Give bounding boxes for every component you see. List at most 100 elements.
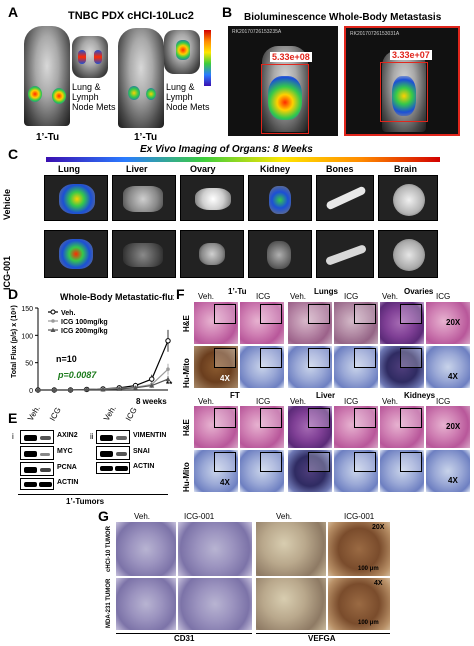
f-group-lungs: Lungs [314,287,338,296]
row-label-icg001: ICG-001 [2,255,12,290]
metastatic-flux-chart: Whole-Body Metastatic-flux Total Flux (p… [11,292,174,406]
panel-f-label: F [176,286,185,302]
organ-icg-ovary [180,230,244,278]
mouse-thorax-image-1 [72,36,108,78]
f-kidneys-icg-humito: 4X [426,450,470,492]
blot-snai [96,446,130,460]
blot-axin2 [20,430,54,444]
blot-label-vimentin: VIMENTIN [133,432,167,439]
g-col-veh-2: Veh. [276,512,293,521]
chart-point [51,387,57,392]
chart-series-line-0 [38,340,169,391]
chart-legend-label: ICG 100mg/kg [61,319,108,326]
significance-marker: ** [166,380,173,389]
organ-vehicle-lung [44,175,108,221]
organ-label-kidney: Kidney [260,164,291,174]
organ-vehicle-brain [378,175,438,221]
chart-point [68,387,73,392]
panel-a-label: A [8,4,19,20]
organ-icg-bones [316,230,374,278]
f-1tu-veh-he [194,302,238,344]
f-ovaries-icg-humito: 4X [426,346,470,388]
chart-point [100,386,106,392]
organ-icg-brain [378,230,438,278]
chart-point [116,386,122,391]
chart-x-axis-label: 8 weeks [136,397,167,406]
mouse-thorax-image-2 [164,30,200,74]
blot-label-actin-ii: ACTIN [133,463,155,470]
chart-y-axis-label: Total Flux (p/s) x (10⁸) [11,305,18,378]
blot-vimentin [96,430,130,444]
chart-title: Whole-Body Metastatic-flux [60,292,174,302]
f-group-1tu: 1’-Tu [228,287,247,296]
f-row-humito-top: Hu-Mito [182,358,191,388]
tumor-signal-right [52,88,66,104]
chart-point [149,383,155,388]
organ-vehicle-bones [316,175,374,221]
f-1tu-icg-humito [240,346,284,388]
f-liver-icg-he [334,406,378,448]
panel-c-title: Ex Vivo Imaging of Organs: 8 Weeks [140,144,313,155]
row-label-vehicle: Vehicle [2,188,12,220]
f-lungs-icg-humito [334,346,378,388]
chart-legend-label: ICG 200mg/kg [61,328,108,335]
g-mda231-veh-vefga [256,578,326,630]
g-row-chci10: cHCI-10 TUMOR [106,525,112,572]
blot-label-pcna: PCNA [57,464,77,471]
blot-actin-ii [96,462,130,474]
g-marker-vefga: VEFGA [308,634,336,643]
g-chci10-icg-vefga: 20X 100 μm [328,522,390,576]
panel-b-title: Bioluminescence Whole-Body Metastasis [244,12,442,23]
g-col-icg-1: ICG-001 [184,512,215,521]
f-liver-veh-he [288,406,332,448]
chart-legend-marker [50,327,56,332]
g-mda231-icg-vefga: 4X 100 μm [328,578,390,630]
panel-e-label: E [8,410,18,426]
p-value-note: p=0.0087 [58,370,97,380]
blot-label-axin2: AXIN2 [57,432,78,439]
chart-legend-marker [51,319,55,323]
bli-value-vehicle: 5.33e+08 [270,52,312,62]
f-ft-icg-he [240,406,284,448]
g-mda231-veh-cd31 [116,578,176,630]
f-row-humito-bottom: Hu-Mito [182,462,191,492]
f-top-col-icg-1: ICG [256,292,271,301]
chart-y-tick-label: 0 [29,388,33,395]
f-liver-icg-humito [334,450,378,492]
mouse-image-1 [24,26,70,126]
bli-image-vehicle: RK20170726153235A 5.33e+08 [228,26,338,136]
organ-icg-liver [112,230,176,278]
bli-image-treated: RK20170726153031A 3.33e+07 [344,26,460,136]
blot-footer-label: 1’-Tumors [66,497,105,506]
chart-y-tick-label: 50 [25,361,33,368]
organ-label-ovary: Ovary [190,164,216,174]
organ-label-brain: Brain [394,164,418,174]
tumor-label-1: 1’-Tu [36,132,60,143]
f-ft-veh-humito: 4X [194,450,238,492]
f-ovaries-veh-he [380,302,424,344]
f-bottom-col-icg-3: ICG [436,397,451,406]
f-bottom-col-icg-2: ICG [344,397,359,406]
lane-icg-i: ICG [48,405,63,423]
f-ft-veh-he [194,406,238,448]
n-value-note: n=10 [56,354,77,364]
mouse-image-2 [118,28,164,128]
chart-point [166,367,170,372]
f-top-col-veh-3: Veh. [382,292,399,301]
chart-y-tick-label: 100 [21,333,33,340]
f-top-col-icg-3: ICG [436,292,451,301]
chart-point [133,385,138,390]
tumor-signal-left [28,86,42,102]
f-group-ovaries: Ovaries [404,287,434,296]
organ-label-lung: Lung [58,164,80,174]
f-top-col-veh-2: Veh. [290,292,307,301]
f-group-ft: FT [230,391,240,400]
chart-point [149,376,155,382]
g-chci10-veh-vefga [256,522,326,576]
blot-label-actin-i: ACTIN [57,479,79,486]
f-lungs-veh-humito [288,346,332,388]
g-mda231-icg-cd31 [178,578,252,630]
f-ovaries-icg-he: 20X [426,302,470,344]
f-kidneys-veh-humito [380,450,424,492]
f-lungs-veh-he [288,302,332,344]
